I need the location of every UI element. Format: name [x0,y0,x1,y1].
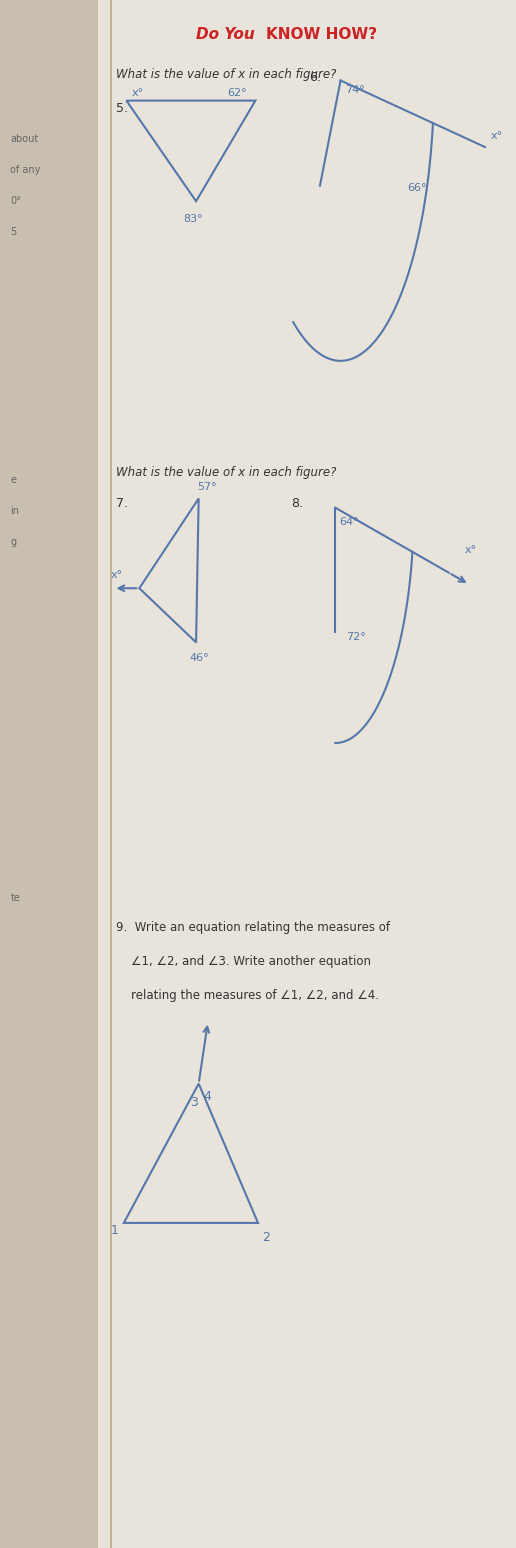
Bar [98,0,516,1548]
Text: te: te [10,893,20,902]
Text: What is the value of x in each figure?: What is the value of x in each figure? [116,68,336,80]
Text: 83°: 83° [184,214,203,223]
Text: KNOW HOW?: KNOW HOW? [266,26,377,42]
Text: 72°: 72° [346,632,365,641]
Text: 3: 3 [190,1096,198,1108]
Text: 8.: 8. [292,497,303,509]
Text: x°: x° [490,132,502,141]
Text: of any: of any [10,166,41,175]
Text: 1: 1 [111,1224,119,1237]
Text: x°: x° [132,88,143,98]
Text: 4: 4 [204,1090,212,1102]
Text: 46°: 46° [190,653,209,663]
Text: 5: 5 [10,228,17,237]
Text: 66°: 66° [408,183,427,192]
Text: 9.  Write an equation relating the measures of: 9. Write an equation relating the measur… [116,921,390,933]
Text: x°: x° [464,545,476,554]
Text: 6.: 6. [310,71,321,84]
Text: 7.: 7. [116,497,128,509]
Text: 74°: 74° [345,85,364,94]
Text: 0°: 0° [10,197,21,206]
Text: about: about [10,135,39,144]
Text: Do You: Do You [196,26,260,42]
Text: 2: 2 [262,1231,270,1243]
Text: relating the measures of ∠1, ∠2, and ∠4.: relating the measures of ∠1, ∠2, and ∠4. [116,989,379,1002]
Text: g: g [10,537,17,546]
Text: ∠1, ∠2, and ∠3. Write another equation: ∠1, ∠2, and ∠3. Write another equation [116,955,371,968]
Text: What is the value of x in each figure?: What is the value of x in each figure? [116,466,336,478]
Text: 62°: 62° [227,88,247,98]
Text: 5.: 5. [116,102,128,115]
Text: e: e [10,475,17,485]
Text: in: in [10,506,19,515]
Text: x°: x° [111,571,123,580]
Text: 64°: 64° [340,517,359,526]
Text: 57°: 57° [197,483,217,492]
